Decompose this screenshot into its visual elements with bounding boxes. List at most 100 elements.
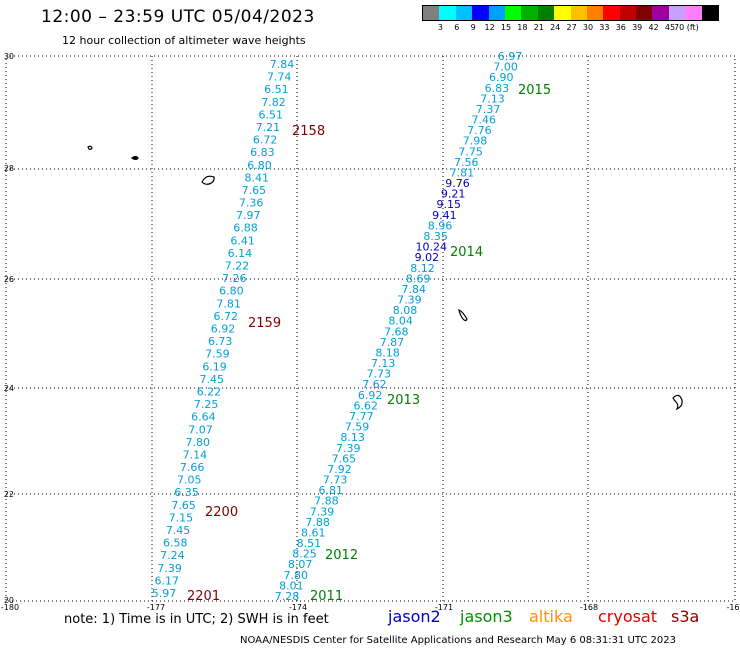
legend-swatch-7 bbox=[537, 6, 555, 20]
wave-height-value: 7.73 bbox=[367, 368, 392, 381]
wave-height-value: 8.25 bbox=[292, 548, 317, 561]
wave-height-value: 7.13 bbox=[371, 357, 396, 370]
wave-height-value: 6.81 bbox=[318, 484, 343, 497]
longitude-label: -16 bbox=[726, 603, 739, 612]
wave-height-value: 7.22 bbox=[225, 260, 250, 273]
wave-height-value: 6.64 bbox=[191, 411, 216, 424]
satellite-s3a: s3a bbox=[671, 607, 700, 626]
legend-label: 18 bbox=[517, 23, 528, 32]
legend-swatch-2 bbox=[455, 6, 473, 20]
longitude-label: -177 bbox=[147, 603, 165, 612]
wave-height-value: 6.92 bbox=[211, 323, 236, 336]
wave-height-value: 8.04 bbox=[388, 315, 413, 328]
wave-height-value: 9.41 bbox=[432, 209, 457, 222]
wave-height-value: 8.01 bbox=[279, 579, 304, 592]
legend-label: 9 bbox=[470, 23, 476, 32]
latitude-label: 28 bbox=[4, 164, 14, 173]
pass-time-label: 2015 bbox=[518, 83, 551, 98]
wave-height-value: 7.39 bbox=[336, 442, 361, 455]
wave-height-value: 6.51 bbox=[264, 83, 289, 96]
color-scale-legend: 3 6 9 12 15 18 21 24 27 30 33 36 39 42 45 70 (ft) bbox=[422, 5, 720, 33]
legend-label: 24 bbox=[550, 23, 561, 32]
wave-height-value: 7.21 bbox=[256, 121, 281, 134]
wave-height-value: 7.66 bbox=[180, 461, 205, 474]
longitude-label: -174 bbox=[289, 603, 307, 612]
pass-time-label: 2014 bbox=[450, 245, 483, 260]
wave-height-value: 7.45 bbox=[200, 373, 225, 386]
islands bbox=[87, 145, 683, 411]
pass-time-label: 2013 bbox=[387, 393, 420, 408]
wave-height-value: 7.73 bbox=[323, 474, 348, 487]
legend-label: 27 bbox=[566, 23, 577, 32]
wave-height-value: 7.45 bbox=[166, 524, 191, 537]
wave-height-value: 8.41 bbox=[244, 171, 269, 184]
legend-swatch-1 bbox=[439, 6, 456, 20]
pass-time-label: 2158 bbox=[292, 124, 325, 139]
map-subtitle: 12 hour collection of altimeter wave hei… bbox=[62, 34, 306, 47]
left-track-values: 7.847.746.517.826.517.216.726.836.808.41… bbox=[152, 58, 295, 600]
longitude-labels: -180 -177 -174 -171 -168 -16 bbox=[1, 603, 740, 612]
pass-time-label: 2201 bbox=[187, 589, 220, 604]
legend-swatch-6 bbox=[521, 6, 538, 20]
wave-height-value: 9.02 bbox=[415, 251, 440, 264]
legend-label: 42 bbox=[648, 23, 659, 32]
wave-height-value: 8.61 bbox=[301, 526, 326, 539]
wave-height-value: 7.65 bbox=[332, 452, 357, 465]
wave-height-value: 7.26 bbox=[222, 272, 247, 285]
wave-height-value: 6.73 bbox=[208, 335, 233, 348]
wave-height-value: 7.81 bbox=[216, 297, 241, 310]
legend-swatch-0 bbox=[423, 6, 440, 20]
wave-height-value: 5.97 bbox=[152, 587, 177, 600]
longitude-label: -171 bbox=[435, 603, 453, 612]
legend-swatch-12 bbox=[619, 6, 637, 20]
legend-swatch-4 bbox=[488, 6, 505, 20]
wave-height-value: 7.88 bbox=[305, 516, 330, 529]
wave-height-value: 7.36 bbox=[239, 197, 264, 210]
wave-height-value: 7.76 bbox=[467, 124, 492, 137]
legend-label: 15 bbox=[500, 23, 512, 32]
wave-height-value: 7.24 bbox=[160, 549, 185, 562]
wave-height-value: 6.22 bbox=[197, 385, 222, 398]
legend-swatch-3 bbox=[472, 6, 489, 20]
wave-height-value: 6.97 bbox=[498, 50, 523, 63]
legend-label: 33 bbox=[599, 23, 610, 32]
pass-time-label: 2012 bbox=[325, 548, 358, 563]
wave-height-value: 7.84 bbox=[270, 58, 295, 71]
latitude-labels: 30 28 26 24 22 20 bbox=[4, 52, 14, 605]
wave-height-value: 6.14 bbox=[228, 247, 253, 260]
wave-height-value: 6.72 bbox=[214, 310, 239, 323]
wave-height-value: 8.96 bbox=[428, 219, 453, 232]
wave-height-value: 8.51 bbox=[297, 537, 322, 550]
latitude-label: 30 bbox=[4, 52, 14, 61]
wave-height-value: 7.39 bbox=[310, 505, 335, 518]
wave-height-value: 7.37 bbox=[476, 103, 501, 116]
wave-height-value: 7.28 bbox=[275, 590, 300, 603]
wave-height-value: 7.65 bbox=[171, 499, 196, 512]
wave-height-value: 6.51 bbox=[259, 108, 284, 121]
wave-height-value: 6.83 bbox=[485, 82, 510, 95]
wave-height-value: 6.17 bbox=[155, 574, 180, 587]
wave-height-value: 7.80 bbox=[185, 436, 210, 449]
legend-swatch-8 bbox=[554, 6, 571, 20]
right-track-values: 6.977.006.906.837.137.377.467.767.987.75… bbox=[275, 50, 523, 603]
footer-note: note: 1) Time is in UTC; 2) SWH is in fe… bbox=[64, 612, 329, 627]
wave-height-value: 7.59 bbox=[345, 421, 370, 434]
legend-label: 39 bbox=[632, 23, 643, 32]
wave-height-value: 9.76 bbox=[445, 177, 470, 190]
legend-swatches bbox=[422, 5, 720, 21]
satellite-cryosat: cryosat bbox=[598, 607, 658, 626]
wave-height-value: 7.97 bbox=[236, 209, 261, 222]
wave-height-value: 6.92 bbox=[358, 389, 383, 402]
legend-swatch-16 bbox=[685, 6, 702, 20]
wave-height-value: 8.13 bbox=[340, 431, 365, 444]
legend-swatch-13 bbox=[636, 6, 653, 20]
pass-time-label: 2159 bbox=[248, 316, 281, 331]
legend-swatch-17 bbox=[701, 6, 719, 20]
wave-height-value: 8.07 bbox=[288, 558, 313, 571]
wave-height-value: 7.87 bbox=[380, 336, 405, 349]
wave-height-value: 10.24 bbox=[416, 241, 448, 254]
legend-label: 36 bbox=[615, 23, 626, 32]
wave-height-value: 6.19 bbox=[202, 360, 227, 373]
pass-time-label: 2200 bbox=[205, 505, 238, 520]
